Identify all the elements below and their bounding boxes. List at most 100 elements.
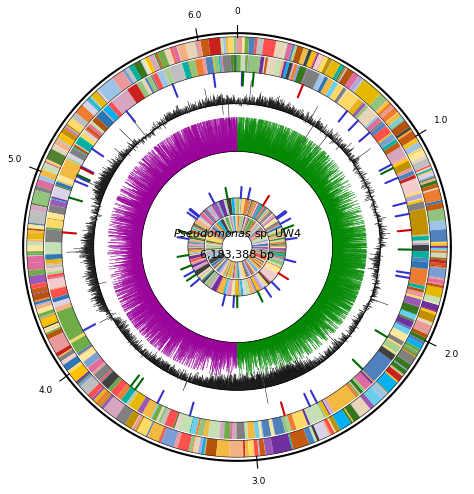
Polygon shape — [405, 292, 422, 300]
Polygon shape — [243, 278, 251, 295]
Polygon shape — [407, 147, 423, 158]
Polygon shape — [91, 386, 105, 401]
Polygon shape — [219, 200, 228, 217]
Polygon shape — [32, 291, 50, 301]
Polygon shape — [346, 383, 358, 398]
Polygon shape — [241, 280, 244, 296]
Polygon shape — [145, 58, 152, 73]
Polygon shape — [28, 210, 46, 224]
Polygon shape — [69, 118, 85, 130]
Polygon shape — [301, 68, 308, 84]
Polygon shape — [224, 422, 230, 439]
Polygon shape — [176, 45, 182, 62]
Polygon shape — [247, 257, 259, 271]
Polygon shape — [66, 157, 82, 166]
Polygon shape — [172, 47, 177, 63]
Polygon shape — [349, 99, 363, 115]
Polygon shape — [204, 438, 208, 455]
Polygon shape — [268, 233, 284, 238]
Polygon shape — [225, 261, 232, 276]
Polygon shape — [246, 258, 257, 272]
Polygon shape — [390, 366, 403, 376]
Polygon shape — [393, 323, 410, 335]
Polygon shape — [47, 276, 64, 280]
Polygon shape — [402, 137, 417, 148]
Polygon shape — [188, 239, 205, 243]
Polygon shape — [52, 186, 71, 201]
Polygon shape — [47, 218, 64, 221]
Polygon shape — [215, 224, 227, 236]
Polygon shape — [223, 422, 225, 439]
Polygon shape — [252, 243, 268, 247]
Polygon shape — [108, 102, 123, 117]
Polygon shape — [373, 125, 391, 142]
Polygon shape — [125, 67, 137, 83]
Polygon shape — [288, 433, 293, 450]
Polygon shape — [338, 90, 359, 112]
Polygon shape — [269, 255, 285, 260]
Polygon shape — [213, 257, 226, 268]
Polygon shape — [150, 75, 160, 91]
Polygon shape — [376, 101, 390, 114]
Polygon shape — [288, 63, 295, 80]
Polygon shape — [269, 254, 285, 259]
Polygon shape — [195, 40, 203, 58]
Polygon shape — [223, 278, 228, 294]
Polygon shape — [117, 384, 131, 400]
Polygon shape — [206, 243, 222, 245]
Polygon shape — [429, 262, 447, 266]
Polygon shape — [255, 273, 266, 288]
Polygon shape — [191, 436, 196, 453]
Polygon shape — [259, 211, 272, 224]
Polygon shape — [398, 131, 417, 146]
Polygon shape — [190, 233, 206, 238]
Polygon shape — [430, 243, 447, 246]
Polygon shape — [201, 269, 213, 281]
Polygon shape — [208, 206, 219, 220]
Polygon shape — [235, 280, 237, 296]
Polygon shape — [245, 422, 248, 439]
Text: $\it{Pseudomonas}$ sp. UW4: $\it{Pseudomonas}$ sp. UW4 — [173, 227, 301, 241]
Polygon shape — [191, 258, 207, 265]
Polygon shape — [117, 384, 128, 397]
Polygon shape — [94, 364, 111, 381]
Polygon shape — [50, 287, 68, 298]
Polygon shape — [83, 352, 100, 368]
Polygon shape — [261, 265, 278, 281]
Polygon shape — [211, 255, 225, 265]
Polygon shape — [188, 249, 204, 250]
Polygon shape — [349, 76, 363, 92]
Polygon shape — [213, 256, 225, 267]
Polygon shape — [404, 191, 421, 198]
Polygon shape — [270, 241, 286, 245]
Polygon shape — [211, 255, 225, 267]
Polygon shape — [375, 100, 388, 113]
Polygon shape — [245, 259, 255, 273]
Polygon shape — [237, 37, 242, 54]
Polygon shape — [416, 317, 433, 326]
Polygon shape — [244, 37, 249, 54]
Polygon shape — [238, 216, 244, 232]
Polygon shape — [102, 110, 115, 122]
Polygon shape — [212, 56, 215, 73]
Polygon shape — [391, 120, 410, 136]
Polygon shape — [216, 258, 228, 272]
Polygon shape — [247, 224, 259, 236]
Polygon shape — [210, 231, 224, 240]
Polygon shape — [236, 198, 237, 214]
Polygon shape — [345, 408, 354, 422]
Polygon shape — [243, 440, 246, 457]
Polygon shape — [201, 270, 214, 282]
Polygon shape — [215, 225, 227, 237]
Polygon shape — [317, 76, 328, 93]
Polygon shape — [213, 226, 226, 237]
Polygon shape — [309, 426, 318, 442]
Polygon shape — [224, 199, 230, 215]
Polygon shape — [234, 262, 236, 278]
Polygon shape — [426, 202, 444, 211]
Polygon shape — [76, 371, 90, 383]
Polygon shape — [247, 278, 254, 294]
Polygon shape — [237, 422, 245, 439]
Polygon shape — [406, 337, 423, 349]
Polygon shape — [198, 418, 206, 436]
